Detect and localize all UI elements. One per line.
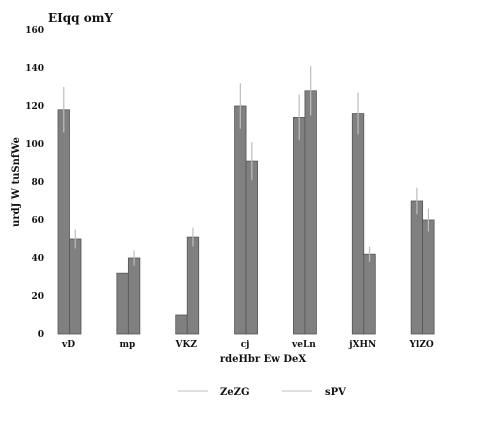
x-tick-label: jXHN	[348, 340, 376, 350]
y-tick-label: 40	[31, 254, 44, 264]
y-tick-label: 140	[25, 64, 44, 74]
legend: ZeZG sPV	[178, 387, 346, 398]
x-tick-label: VKZ	[175, 340, 198, 350]
legend-label-sPV: sPV	[325, 387, 346, 398]
x-tick-label: YlZO	[409, 340, 434, 350]
y-tick-label: 0	[38, 330, 44, 340]
y-tick-label: 120	[25, 102, 44, 112]
bar-ZeZG-YlZO	[410, 200, 424, 335]
y-tick-label: 60	[31, 216, 44, 226]
y-tick-label: 100	[25, 140, 44, 150]
bar-ZeZG-vD	[57, 109, 70, 335]
chart-title: EIqq omY	[48, 11, 113, 25]
x-tick-label: veLn	[291, 340, 316, 350]
x-tick-label: cj	[241, 340, 250, 350]
y-tick-label: 20	[31, 292, 44, 302]
bar-sPV-vD	[69, 238, 82, 335]
bar-sPV-VKZ	[186, 236, 200, 335]
y-tick-label: 160	[25, 26, 44, 36]
bar-sPV-jXHN	[363, 253, 376, 335]
x-axis-ticks: vD mp VKZ cj veLn jXHN YlZO	[61, 340, 434, 350]
bar-ZeZG-veLn	[293, 117, 306, 335]
x-tick-label: vD	[61, 340, 75, 350]
bars-group	[57, 90, 435, 335]
bar-sPV-veLn	[304, 90, 317, 335]
y-tick-label: 80	[31, 178, 44, 188]
x-tick-label: mp	[119, 340, 135, 350]
bar-ZeZG-VKZ	[175, 314, 188, 335]
bar-ZeZG-mp	[116, 272, 129, 335]
bar-sPV-cj	[245, 160, 258, 335]
bar-ZeZG-jXHN	[351, 113, 365, 335]
legend-label-ZeZG: ZeZG	[220, 387, 250, 398]
bar-sPV-YlZO	[422, 219, 435, 335]
x-axis-label: rdeHbr Ew DeX	[220, 354, 307, 365]
bar-ZeZG-cj	[234, 105, 247, 335]
error-bars-group	[63, 66, 429, 266]
bar-sPV-mp	[127, 257, 141, 335]
y-axis-label: urdJ W tuSnfWe	[11, 137, 22, 227]
y-axis-ticks: 0 20 40 60 80 100 120 140 160	[25, 26, 44, 340]
